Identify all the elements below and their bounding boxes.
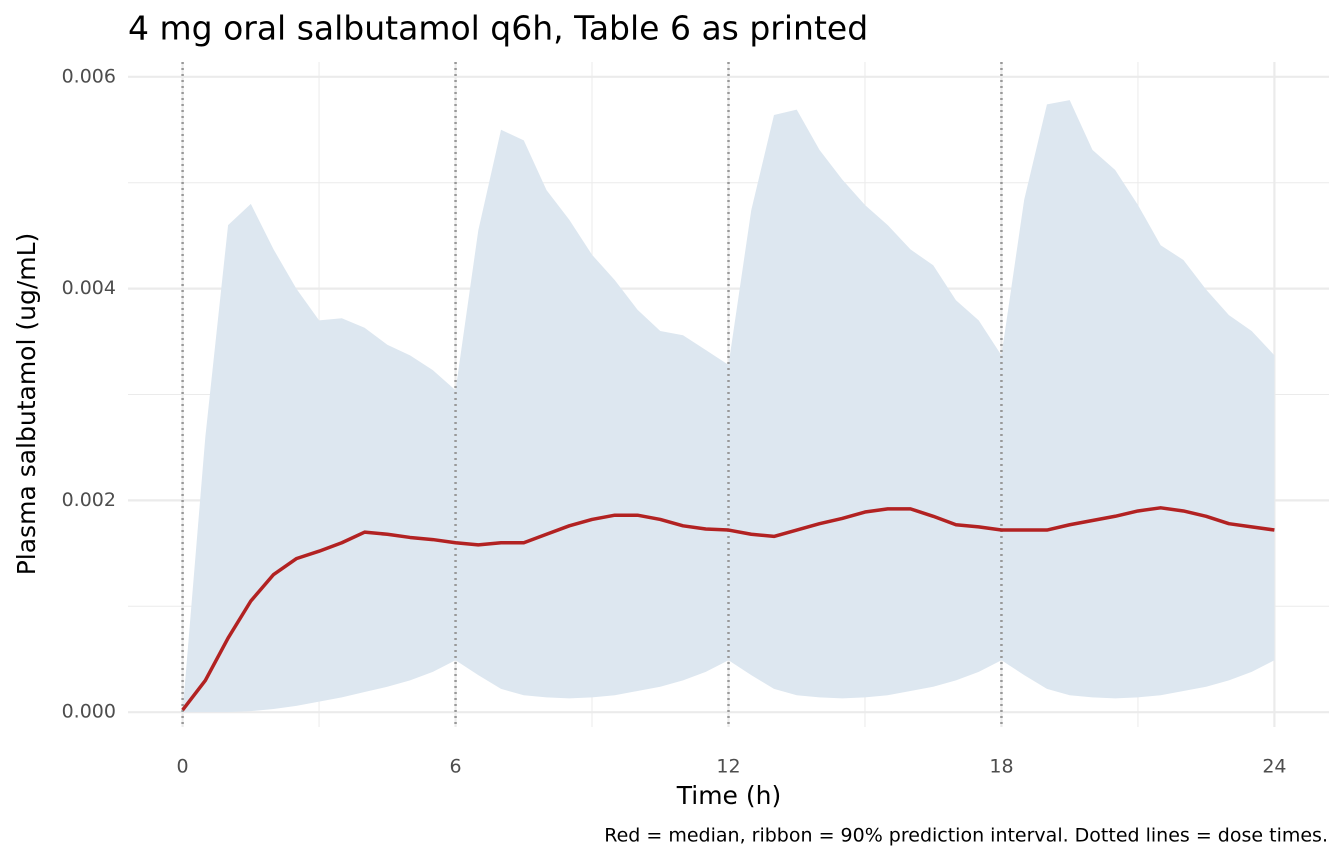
y-tick-label: 0.000 <box>62 701 116 723</box>
x-tick-label: 0 <box>177 756 189 778</box>
y-tick-label: 0.004 <box>62 277 116 299</box>
y-tick-label: 0.002 <box>62 489 116 511</box>
chart-title: 4 mg oral salbutamol q6h, Table 6 as pri… <box>128 9 868 48</box>
x-tick-label: 6 <box>449 756 461 778</box>
y-tick-label: 0.006 <box>62 65 116 87</box>
x-axis-title: Time (h) <box>676 781 781 810</box>
x-tick-label: 24 <box>1262 756 1286 778</box>
y-axis-title: Plasma salbutamol (ug/mL) <box>12 233 41 576</box>
caption: Red = median, ribbon = 90% prediction in… <box>604 825 1328 847</box>
median-line <box>181 506 1275 712</box>
x-tick-label: 18 <box>989 756 1013 778</box>
prediction-ribbon <box>182 100 1275 713</box>
x-tick-label: 12 <box>716 756 740 778</box>
